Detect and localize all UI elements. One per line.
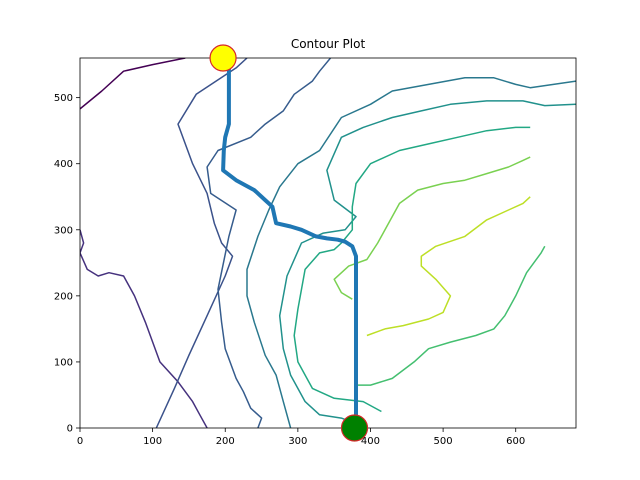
contour-line-7 — [356, 245, 546, 386]
y-tick-label: 0 — [67, 424, 73, 435]
x-tick-label: 500 — [434, 436, 453, 447]
plot-frame — [79, 57, 577, 429]
y-tick-label: 400 — [54, 159, 73, 170]
x-tick-label: 400 — [361, 436, 380, 447]
x-tick-label: 600 — [506, 436, 525, 447]
y-axis: 0 100 200 300 400 500 — [54, 93, 80, 435]
x-tick-label: 300 — [288, 436, 307, 447]
contour-layer — [80, 58, 576, 428]
route-path — [221, 58, 358, 428]
contour-line-3 — [206, 58, 332, 428]
contour-line-6 — [293, 126, 531, 413]
contour-line-0 — [80, 58, 186, 110]
contour-line-4 — [246, 77, 576, 428]
y-tick-label: 100 — [54, 357, 73, 368]
path-layer — [221, 58, 358, 428]
x-tick-label: 200 — [216, 436, 235, 447]
marker-layer — [209, 44, 369, 442]
contour-line-9 — [366, 196, 531, 337]
contour-line-1 — [80, 229, 208, 428]
x-axis: 0 100 200 300 400 500 600 — [77, 428, 525, 447]
start-marker — [209, 44, 237, 72]
y-tick-label: 300 — [54, 225, 73, 236]
contour-line-8 — [333, 156, 531, 300]
x-tick-label: 0 — [77, 436, 83, 447]
contour-line-2 — [155, 58, 248, 428]
x-tick-label: 100 — [143, 436, 162, 447]
y-tick-label: 200 — [54, 291, 73, 302]
chart-title: Contour Plot — [291, 37, 366, 51]
contour-line-5 — [278, 100, 576, 428]
goal-marker — [340, 414, 369, 442]
y-tick-label: 500 — [54, 93, 73, 104]
